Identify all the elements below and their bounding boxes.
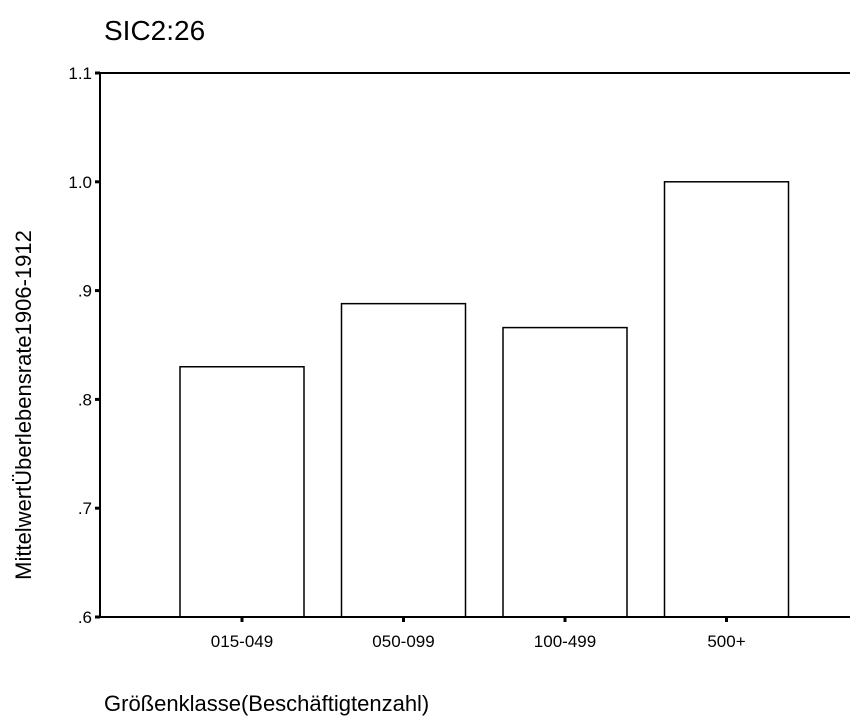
bar xyxy=(179,366,305,618)
y-tick-label: .9 xyxy=(78,282,92,301)
ticks-group: .6 .7 .8 .9 1.0 1.1 015-049 050-099 100-499 500+ xyxy=(68,64,745,651)
y-tick-label: .8 xyxy=(78,390,92,409)
x-axis-label: Größenklasse(Beschäftigtenzahl) xyxy=(104,691,429,716)
y-tick-label: .6 xyxy=(78,608,92,627)
x-tick-label: 050-099 xyxy=(372,632,434,651)
y-axis-label: MittelwertÜberlebensrate1906-1912 xyxy=(11,230,36,580)
bar xyxy=(663,181,790,618)
y-tick-label: .7 xyxy=(78,499,92,518)
bar xyxy=(340,302,467,618)
bars-group xyxy=(179,181,790,618)
chart-title: SIC2:26 xyxy=(104,15,205,46)
x-tick-label: 500+ xyxy=(707,632,745,651)
x-tick-label: 015-049 xyxy=(211,632,273,651)
bar xyxy=(502,326,628,618)
x-tick-label: 100-499 xyxy=(534,632,596,651)
y-tick-label: 1.0 xyxy=(68,173,92,192)
y-tick-label: 1.1 xyxy=(68,64,92,83)
